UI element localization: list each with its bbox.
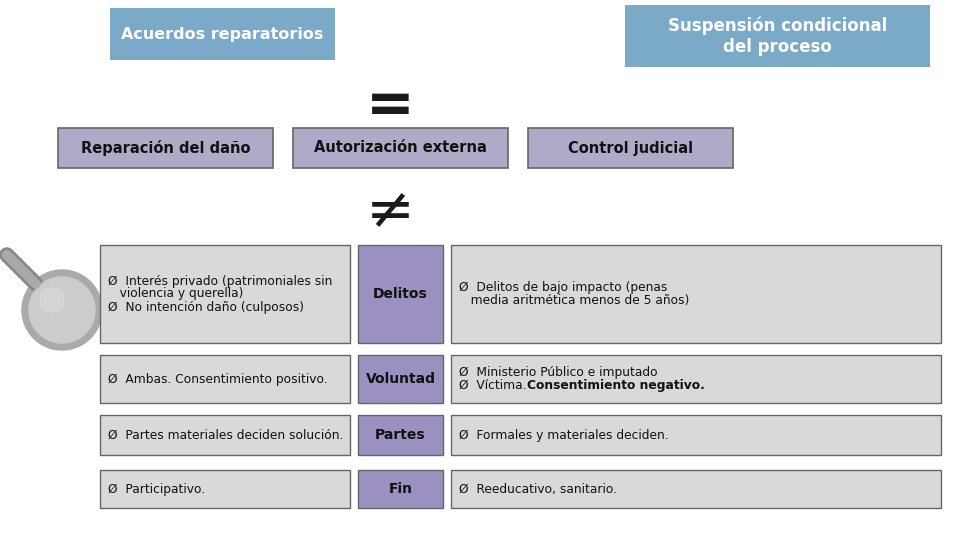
- Text: =: =: [366, 77, 415, 133]
- Text: Control judicial: Control judicial: [568, 140, 693, 156]
- FancyBboxPatch shape: [358, 245, 443, 343]
- Text: media aritmética menos de 5 años): media aritmética menos de 5 años): [459, 294, 689, 307]
- Text: Fin: Fin: [389, 482, 413, 496]
- Text: Ø  Ambas. Consentimiento positivo.: Ø Ambas. Consentimiento positivo.: [108, 373, 327, 386]
- FancyBboxPatch shape: [451, 245, 941, 343]
- FancyBboxPatch shape: [110, 8, 335, 60]
- Polygon shape: [22, 270, 102, 350]
- Text: Delitos: Delitos: [373, 287, 428, 301]
- FancyBboxPatch shape: [100, 470, 350, 508]
- FancyBboxPatch shape: [100, 245, 350, 343]
- Text: Suspensión condicional
del proceso: Suspensión condicional del proceso: [668, 16, 887, 56]
- FancyBboxPatch shape: [451, 355, 941, 403]
- Text: Consentimiento negativo.: Consentimiento negativo.: [527, 379, 705, 392]
- FancyBboxPatch shape: [293, 128, 508, 168]
- Text: Ø  Ministerio Público e imputado: Ø Ministerio Público e imputado: [459, 366, 658, 379]
- Text: Ø  Reeducativo, sanitario.: Ø Reeducativo, sanitario.: [459, 483, 617, 496]
- FancyBboxPatch shape: [100, 355, 350, 403]
- FancyBboxPatch shape: [625, 5, 930, 67]
- Text: Ø  Víctima.: Ø Víctima.: [459, 379, 530, 392]
- FancyBboxPatch shape: [451, 415, 941, 455]
- Polygon shape: [40, 288, 64, 312]
- Text: Autorización externa: Autorización externa: [314, 140, 487, 156]
- FancyBboxPatch shape: [358, 415, 443, 455]
- Text: Ø  Participativo.: Ø Participativo.: [108, 483, 205, 496]
- Text: Acuerdos reparatorios: Acuerdos reparatorios: [121, 26, 324, 42]
- Text: violencia y querella): violencia y querella): [108, 287, 244, 300]
- FancyBboxPatch shape: [528, 128, 733, 168]
- Text: Partes: Partes: [375, 428, 426, 442]
- Text: Reparación del daño: Reparación del daño: [81, 140, 251, 156]
- FancyBboxPatch shape: [58, 128, 273, 168]
- Text: Ø  Interés privado (patrimoniales sin: Ø Interés privado (patrimoniales sin: [108, 274, 332, 287]
- Text: Voluntad: Voluntad: [366, 372, 436, 386]
- Text: Ø  Partes materiales deciden solución.: Ø Partes materiales deciden solución.: [108, 429, 344, 442]
- Text: Ø  No intención daño (culposos): Ø No intención daño (culposos): [108, 300, 304, 314]
- FancyBboxPatch shape: [358, 470, 443, 508]
- Text: Ø  Formales y materiales deciden.: Ø Formales y materiales deciden.: [459, 429, 668, 442]
- FancyBboxPatch shape: [358, 355, 443, 403]
- Text: ≠: ≠: [366, 184, 415, 240]
- Polygon shape: [29, 277, 95, 343]
- FancyBboxPatch shape: [451, 470, 941, 508]
- FancyBboxPatch shape: [100, 415, 350, 455]
- Text: Ø  Delitos de bajo impacto (penas: Ø Delitos de bajo impacto (penas: [459, 281, 667, 294]
